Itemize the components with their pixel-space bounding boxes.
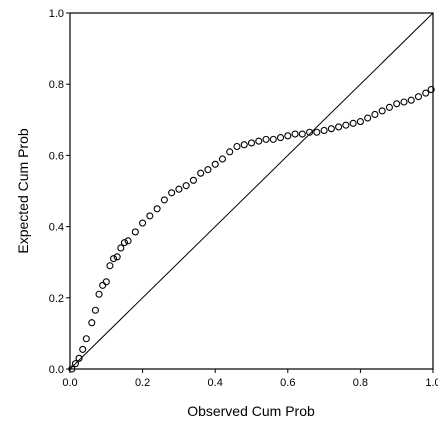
data-point bbox=[385, 103, 393, 111]
data-point bbox=[226, 148, 234, 156]
data-point bbox=[117, 244, 125, 252]
reference-line bbox=[69, 12, 434, 370]
data-point bbox=[160, 196, 168, 204]
data-point bbox=[335, 123, 343, 131]
data-point bbox=[427, 85, 435, 94]
data-point bbox=[247, 139, 256, 147]
y-tick-label: 0.4 bbox=[49, 222, 64, 234]
y-tick-label: 0.2 bbox=[49, 293, 64, 305]
data-point bbox=[102, 278, 110, 286]
data-point bbox=[291, 130, 299, 138]
data-point bbox=[269, 135, 277, 143]
data-point bbox=[82, 335, 90, 343]
data-point bbox=[407, 96, 415, 104]
data-point bbox=[327, 125, 335, 133]
data-point bbox=[68, 365, 76, 373]
data-point bbox=[262, 135, 270, 143]
x-tick-label: 0.0 bbox=[62, 377, 77, 389]
tick-layer: 0.0 0.2 0.4 0.6 0.8 1.0 0.0 0.2 0.4 0.6 0.8 1.0 bbox=[49, 8, 438, 389]
data-point bbox=[400, 98, 408, 106]
data-point bbox=[99, 281, 107, 289]
data-point bbox=[146, 212, 154, 220]
data-point bbox=[197, 169, 205, 177]
data-point bbox=[306, 128, 314, 136]
data-point bbox=[276, 134, 285, 142]
x-tick-label: 0.4 bbox=[208, 377, 223, 389]
data-point bbox=[255, 137, 263, 145]
data-point bbox=[211, 160, 219, 168]
data-point bbox=[349, 119, 357, 127]
data-point bbox=[113, 253, 121, 261]
data-point bbox=[106, 262, 114, 270]
data-point bbox=[204, 166, 212, 174]
data-point bbox=[298, 130, 306, 138]
data-point bbox=[71, 360, 79, 368]
data-point bbox=[110, 255, 118, 263]
x-axis-label: Observed Cum Prob bbox=[187, 403, 315, 419]
data-point bbox=[414, 93, 423, 101]
y-tick-label: 0.8 bbox=[49, 79, 64, 91]
data-point bbox=[240, 141, 248, 149]
data-point bbox=[131, 228, 139, 236]
x-tick-label: 0.2 bbox=[135, 377, 150, 389]
data-point bbox=[75, 354, 83, 362]
data-point bbox=[313, 128, 321, 136]
data-point bbox=[320, 126, 328, 135]
x-tick-label: 1.0 bbox=[425, 377, 438, 389]
data-point bbox=[175, 185, 183, 193]
data-point bbox=[153, 205, 161, 213]
data-point bbox=[168, 189, 176, 197]
data-point bbox=[233, 142, 241, 151]
y-axis-label: Expected Cum Prob bbox=[15, 128, 31, 253]
x-tick-label: 0.8 bbox=[353, 377, 368, 389]
plot-frame bbox=[69, 12, 434, 370]
data-point bbox=[342, 121, 350, 129]
data-point bbox=[120, 239, 128, 247]
data-point bbox=[95, 290, 103, 298]
y-tick-label: 0.6 bbox=[49, 150, 64, 162]
data-point bbox=[356, 118, 364, 126]
data-point bbox=[88, 319, 96, 327]
data-point bbox=[124, 237, 132, 245]
y-tick-label: 0.0 bbox=[49, 364, 64, 376]
data-point bbox=[139, 219, 147, 227]
data-point bbox=[364, 114, 372, 122]
y-tick-label: 1.0 bbox=[49, 8, 64, 20]
data-point bbox=[284, 132, 292, 140]
data-point bbox=[422, 89, 430, 97]
data-point bbox=[218, 155, 227, 163]
data-point bbox=[378, 107, 386, 115]
x-tick-label: 0.6 bbox=[280, 377, 295, 389]
data-point bbox=[91, 306, 99, 314]
data-point bbox=[79, 345, 87, 353]
data-point bbox=[371, 110, 379, 119]
data-point bbox=[393, 100, 401, 108]
data-point bbox=[189, 176, 197, 184]
data-point bbox=[182, 182, 190, 190]
points-layer bbox=[68, 85, 435, 373]
